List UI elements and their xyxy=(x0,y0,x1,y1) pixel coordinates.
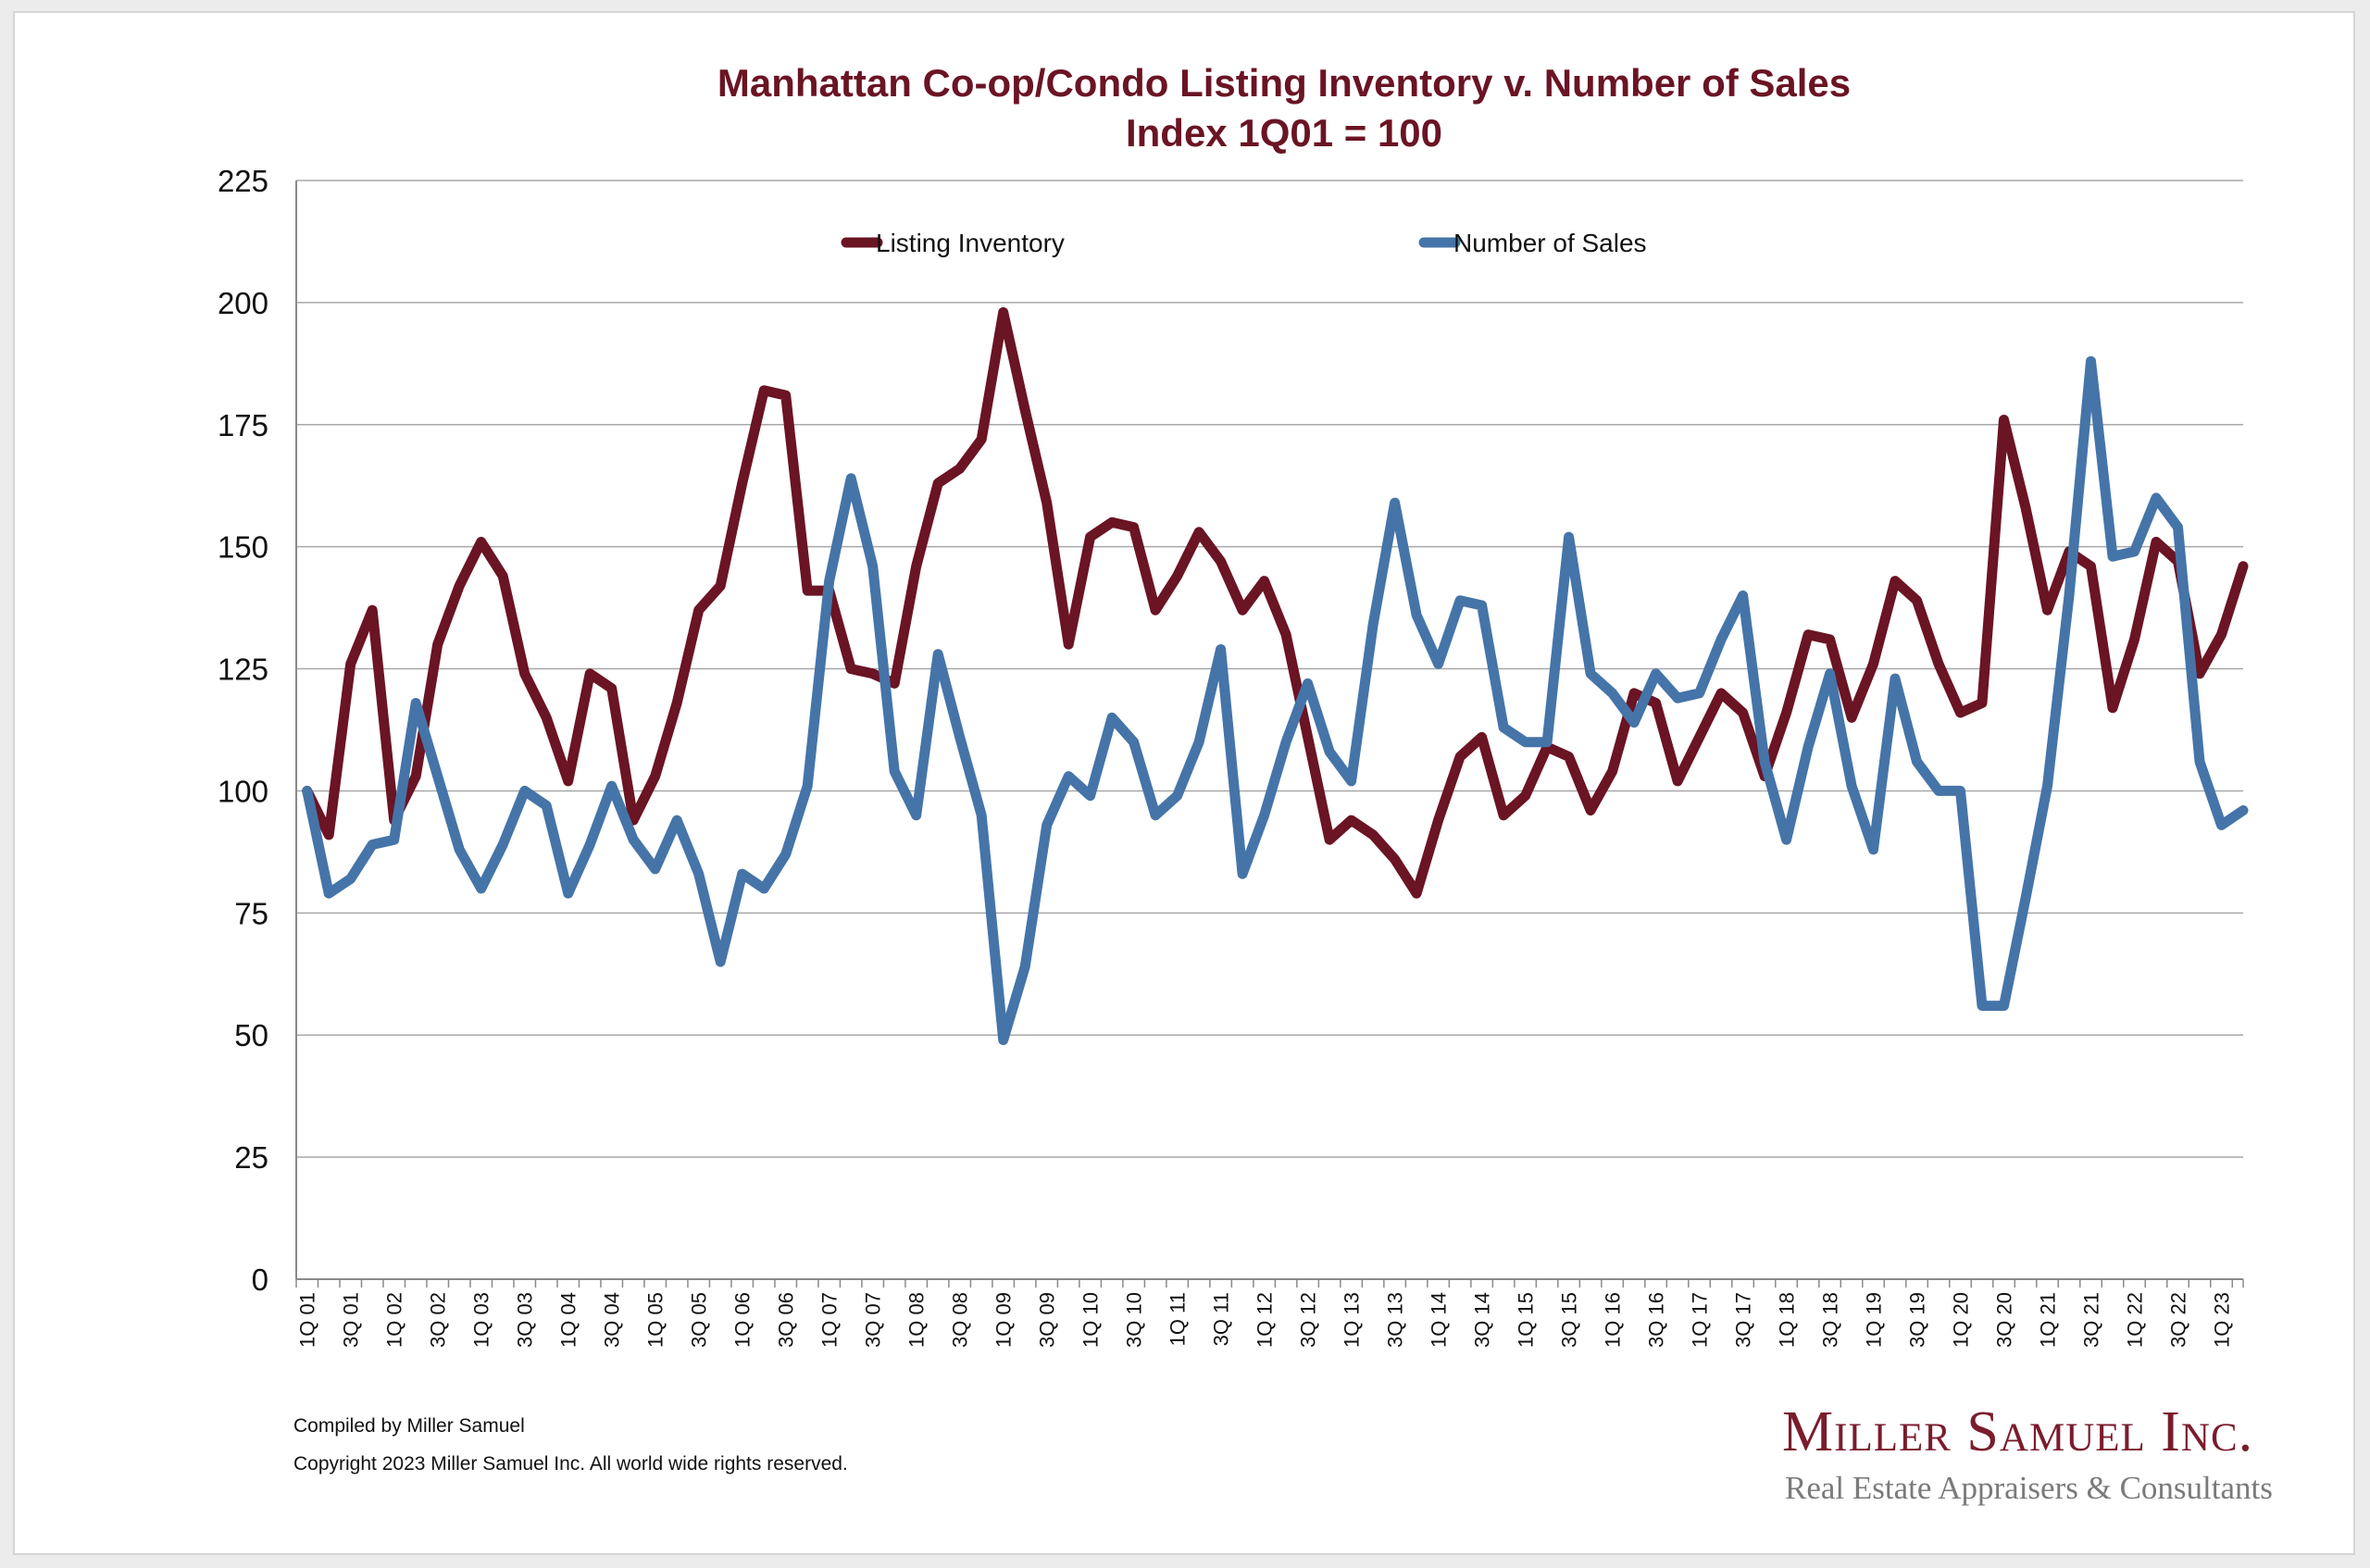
x-tick-label: 1Q 09 xyxy=(992,1292,1016,1348)
x-tick-label: 3Q 14 xyxy=(1471,1292,1494,1348)
x-tick-label: 1Q 21 xyxy=(2037,1292,2060,1348)
chart-subtitle: Index 1Q01 = 100 xyxy=(1126,111,1442,155)
y-tick-label: 100 xyxy=(218,774,268,808)
x-tick-label: 1Q 17 xyxy=(1689,1292,1712,1348)
x-tick-label: 3Q 03 xyxy=(514,1292,537,1348)
company-logo-name: Miller Samuel Inc. xyxy=(1782,1400,2254,1463)
x-tick-label: 3Q 10 xyxy=(1123,1292,1146,1348)
x-tick-label: 3Q 20 xyxy=(1993,1292,2016,1348)
x-tick-label: 1Q 10 xyxy=(1079,1292,1103,1348)
x-tick-label: 3Q 02 xyxy=(427,1292,450,1348)
series-line-number-of-sales xyxy=(302,355,2249,1045)
y-tick-label: 150 xyxy=(218,530,268,565)
x-tick-label: 3Q 18 xyxy=(1819,1292,1842,1348)
x-tick-label: 3Q 01 xyxy=(340,1292,363,1348)
legend-label-number-of-sales: Number of Sales xyxy=(1453,229,1647,257)
x-tick-label: 1Q 15 xyxy=(1515,1292,1538,1348)
x-tick-label: 1Q 01 xyxy=(296,1292,319,1348)
x-tick-label: 3Q 13 xyxy=(1384,1292,1407,1348)
x-tick-label: 1Q 14 xyxy=(1428,1292,1451,1348)
chart-title: Manhattan Co-op/Condo Listing Inventory … xyxy=(717,61,1851,105)
x-tick-label: 3Q 07 xyxy=(862,1292,885,1348)
footer-compiled: Compiled by Miller Samuel xyxy=(293,1415,525,1437)
x-tick-label: 3Q 15 xyxy=(1558,1292,1581,1348)
x-tick-label: 3Q 12 xyxy=(1297,1292,1320,1348)
x-tick-label: 1Q 02 xyxy=(383,1292,406,1348)
x-tick-label: 1Q 22 xyxy=(2124,1292,2147,1348)
x-tick-label: 1Q 07 xyxy=(818,1292,842,1348)
y-tick-label: 50 xyxy=(234,1018,268,1052)
y-tick-label: 25 xyxy=(234,1140,268,1175)
x-tick-label: 1Q 18 xyxy=(1776,1292,1799,1348)
x-tick-label: 1Q 11 xyxy=(1166,1292,1190,1346)
x-tick-label: 3Q 19 xyxy=(1906,1292,1929,1348)
x-tick-label: 1Q 12 xyxy=(1254,1292,1277,1348)
x-tick-label: 1Q 03 xyxy=(470,1292,493,1348)
y-tick-label: 0 xyxy=(252,1263,268,1297)
x-tick-label: 3Q 06 xyxy=(775,1292,798,1348)
legend-label-listing-inventory: Listing Inventory xyxy=(876,229,1065,257)
x-tick-label: 3Q 22 xyxy=(2167,1292,2190,1348)
x-tick-label: 1Q 08 xyxy=(905,1292,929,1348)
x-tick-label: 3Q 08 xyxy=(949,1292,972,1348)
y-tick-label: 225 xyxy=(218,164,268,198)
x-tick-label: 1Q 16 xyxy=(1602,1292,1625,1348)
x-tick-label: 1Q 04 xyxy=(557,1292,580,1348)
x-tick-label: 3Q 04 xyxy=(601,1292,624,1348)
x-tick-label: 3Q 17 xyxy=(1732,1292,1755,1348)
footer-copyright: Copyright 2023 Miller Samuel Inc. All wo… xyxy=(293,1453,848,1475)
x-tick-label: 3Q 16 xyxy=(1645,1292,1668,1348)
x-tick-label: 3Q 11 xyxy=(1210,1292,1233,1346)
x-tick-label: 3Q 21 xyxy=(2080,1292,2103,1348)
x-tick-label: 1Q 13 xyxy=(1341,1292,1364,1348)
company-logo-tagline: Real Estate Appraisers & Consultants xyxy=(1785,1470,2273,1506)
y-tick-label: 175 xyxy=(218,408,268,442)
x-tick-label: 1Q 19 xyxy=(1863,1292,1886,1348)
x-tick-label: 1Q 05 xyxy=(644,1292,667,1348)
y-tick-label: 125 xyxy=(218,653,268,687)
y-tick-label: 200 xyxy=(218,286,268,320)
x-tick-label: 1Q 23 xyxy=(2211,1292,2234,1348)
y-tick-label: 75 xyxy=(234,896,268,930)
x-tick-label: 3Q 09 xyxy=(1036,1292,1059,1348)
x-tick-label: 1Q 20 xyxy=(1950,1292,1973,1348)
x-tick-label: 3Q 05 xyxy=(688,1292,711,1348)
series-line-listing-inventory xyxy=(302,306,2249,899)
x-tick-label: 1Q 06 xyxy=(731,1292,755,1348)
